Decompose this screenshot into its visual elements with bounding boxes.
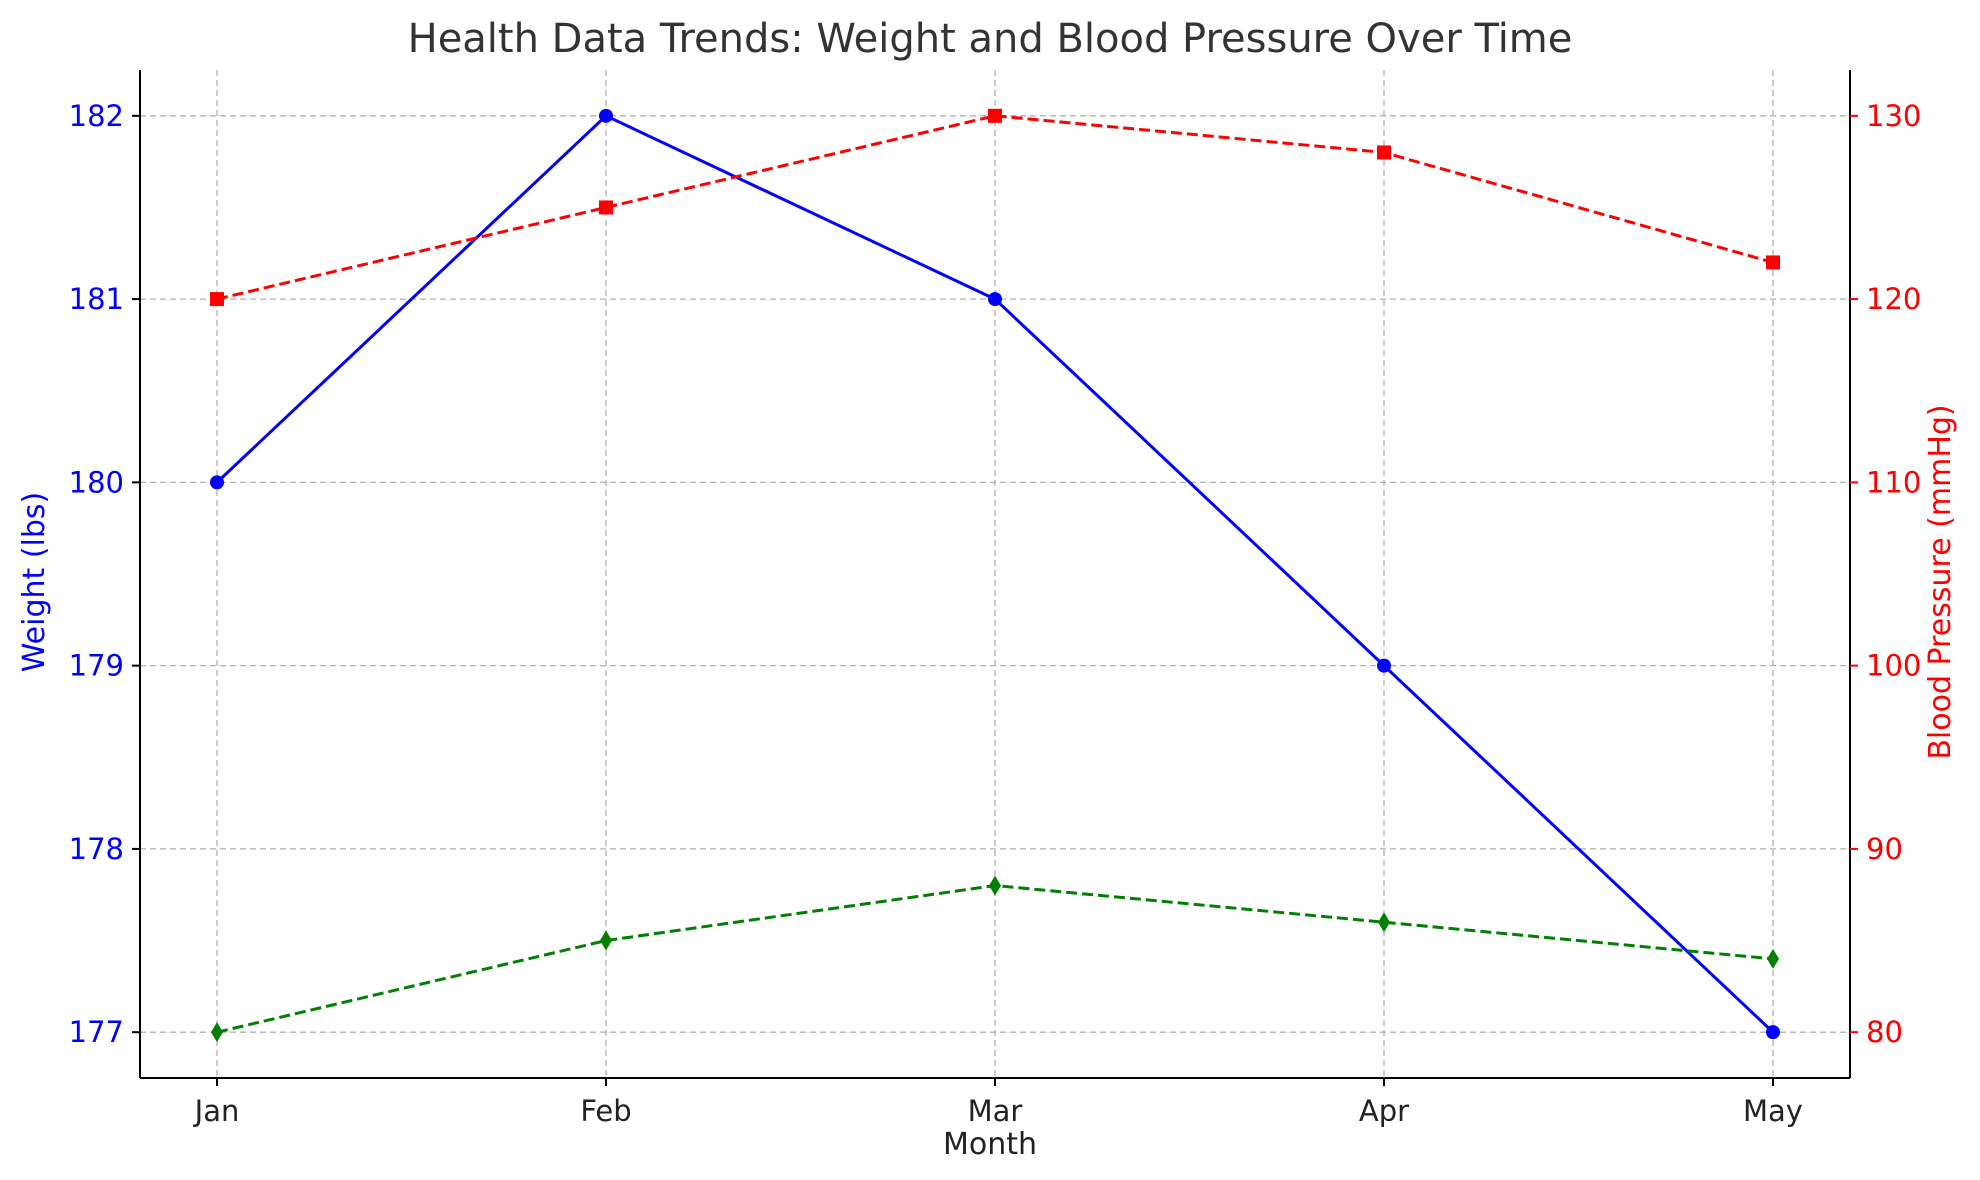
x-tick-label: Feb	[580, 1094, 631, 1128]
chart-title: Health Data Trends: Weight and Blood Pre…	[408, 16, 1573, 62]
y-right-tick-label: 130	[1866, 99, 1921, 133]
y-axis-left-label: Weight (lbs)	[17, 492, 52, 672]
y-left-tick-label: 182	[69, 99, 124, 133]
series-3-point-apr	[1378, 912, 1390, 933]
y-left-tick-label: 177	[69, 1015, 124, 1049]
series-1-point-jan	[210, 475, 224, 490]
series-3-point-may	[1767, 948, 1779, 969]
y-left-tick-label: 178	[69, 832, 124, 866]
series-3-point-feb	[600, 930, 612, 951]
series-3-point-jan	[211, 1022, 223, 1043]
series-2-point-apr	[1377, 145, 1391, 160]
y-right-tick-label: 120	[1866, 282, 1921, 316]
series-2-point-feb	[599, 200, 613, 215]
tick-layer: Jan Feb Mar Apr May 177 178 179 180 181 182 80 90 100…	[69, 99, 1922, 1128]
x-tick-label: Mar	[968, 1094, 1023, 1128]
series-1-point-mar	[988, 292, 1002, 307]
x-tick-label: May	[1743, 1094, 1803, 1128]
series-1-point-apr	[1377, 658, 1391, 673]
y-right-tick-label: 110	[1866, 465, 1921, 499]
x-tick-label: Jan	[193, 1094, 240, 1128]
y-left-tick-label: 181	[69, 282, 124, 316]
y-right-tick-label: 80	[1866, 1015, 1903, 1049]
x-tick-label: Apr	[1359, 1094, 1409, 1128]
y-axis-right-label: Blood Pressure (mmHg)	[1923, 404, 1958, 759]
y-left-tick-label: 180	[69, 465, 124, 499]
series-3-point-mar	[989, 875, 1001, 896]
x-axis-label: Month	[943, 1127, 1037, 1162]
series-line-2	[216, 114, 1774, 301]
series-2-point-may	[1766, 255, 1780, 270]
series-1-point-feb	[599, 108, 613, 123]
y-left-tick-label: 179	[69, 649, 124, 683]
series-2-point-jan	[210, 292, 224, 307]
y-right-tick-label: 90	[1866, 832, 1903, 866]
y-right-tick-label: 100	[1866, 649, 1921, 683]
series-1-point-may	[1766, 1025, 1780, 1040]
grid-layer	[140, 70, 1850, 1078]
series-2-point-mar	[988, 108, 1002, 123]
series-layer	[210, 108, 1780, 1043]
